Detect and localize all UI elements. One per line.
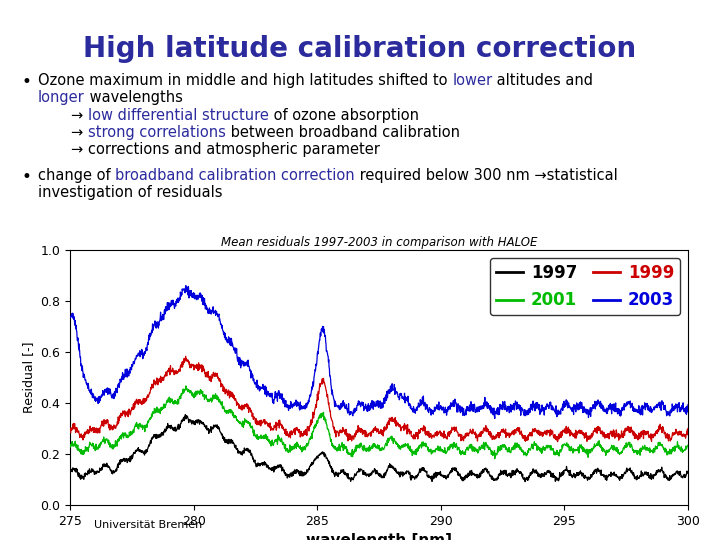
Text: investigation of residuals: investigation of residuals — [38, 185, 222, 200]
Title: Mean residuals 1997-2003 in comparison with HALOE: Mean residuals 1997-2003 in comparison w… — [221, 236, 537, 249]
Text: low differential structure: low differential structure — [88, 108, 269, 123]
X-axis label: wavelength [nm]: wavelength [nm] — [306, 534, 452, 540]
Y-axis label: Residual [-]: Residual [-] — [22, 342, 35, 413]
Text: altitudes and: altitudes and — [492, 73, 593, 88]
Text: longer: longer — [38, 90, 85, 105]
Text: between broadband calibration: between broadband calibration — [226, 125, 460, 140]
Text: of ozone absorption: of ozone absorption — [269, 108, 419, 123]
Text: →: → — [70, 125, 82, 140]
Text: •: • — [22, 168, 32, 186]
Text: wavelengths: wavelengths — [85, 90, 183, 105]
Text: High latitude calibration correction: High latitude calibration correction — [84, 35, 636, 63]
Text: change of: change of — [38, 168, 115, 183]
Legend: 1997, 2001, 1999, 2003: 1997, 2001, 1999, 2003 — [490, 258, 680, 315]
Text: →: → — [70, 142, 82, 157]
Text: Universität Bremen: Universität Bremen — [94, 520, 202, 530]
Text: lower: lower — [452, 73, 492, 88]
Text: •: • — [22, 73, 32, 91]
Text: →: → — [70, 108, 82, 123]
Text: corrections and atmospheric parameter: corrections and atmospheric parameter — [88, 142, 380, 157]
Text: broadband calibration correction: broadband calibration correction — [115, 168, 355, 183]
Text: required below 300 nm →statistical: required below 300 nm →statistical — [355, 168, 618, 183]
Text: strong correlations: strong correlations — [88, 125, 226, 140]
Text: Ozone maximum in middle and high latitudes shifted to: Ozone maximum in middle and high latitud… — [38, 73, 452, 88]
